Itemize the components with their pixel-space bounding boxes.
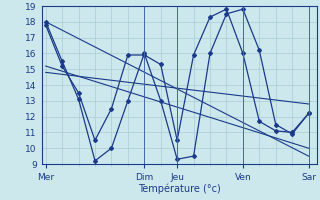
X-axis label: Température (°c): Température (°c) <box>138 183 220 194</box>
